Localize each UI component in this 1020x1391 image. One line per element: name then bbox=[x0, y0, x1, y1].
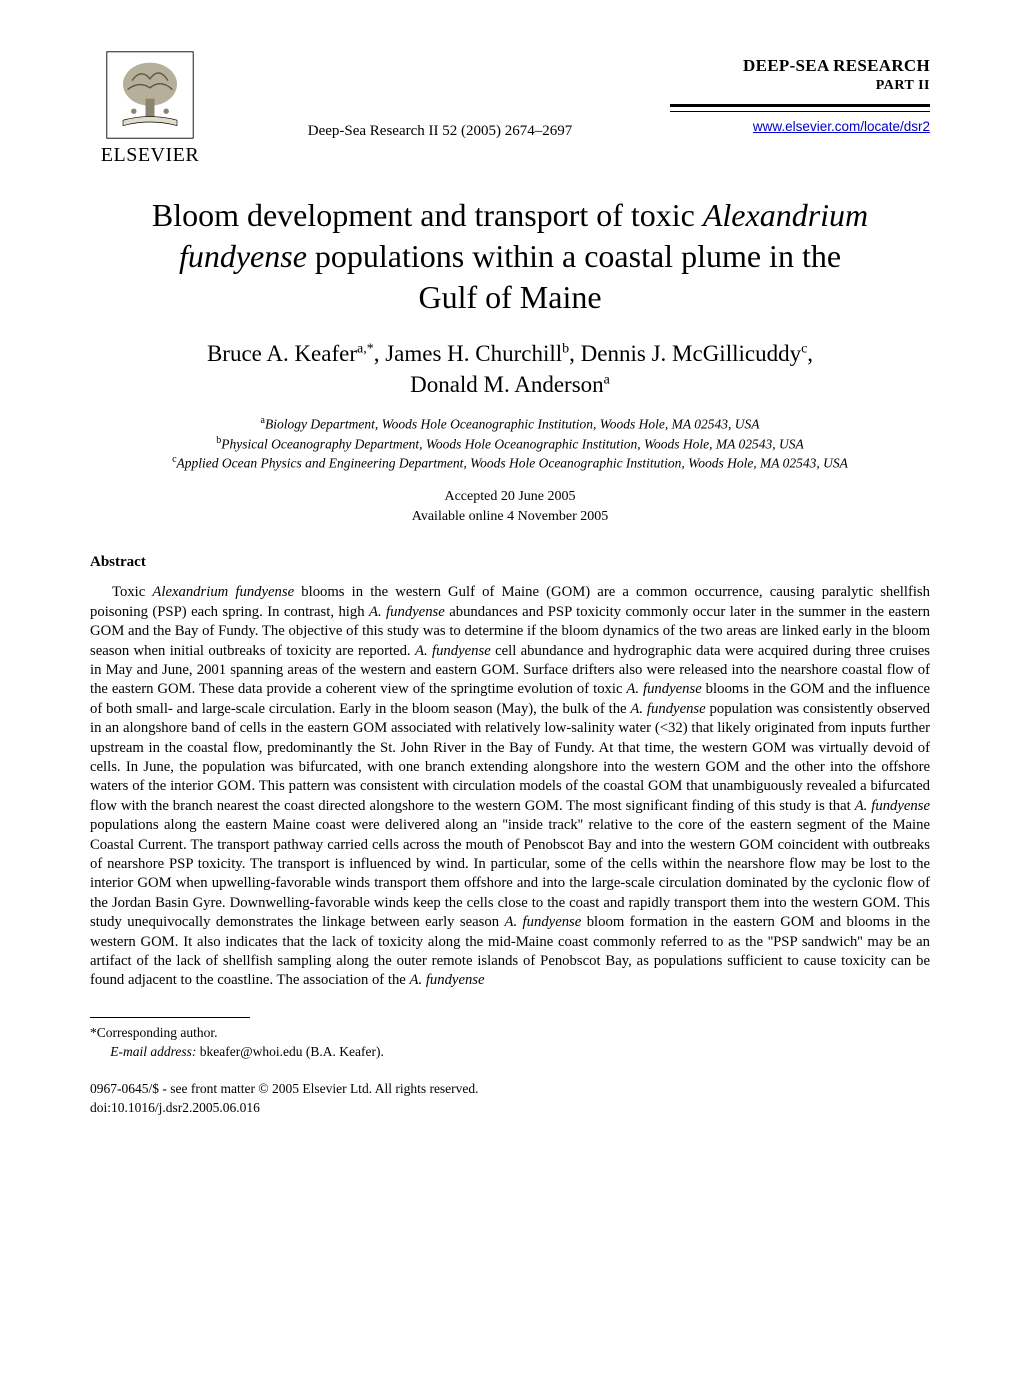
abs-i7: A. fundyense bbox=[505, 914, 582, 930]
author-sep: , bbox=[807, 341, 813, 366]
journal-reference: Deep-Sea Research II 52 (2005) 2674–2697 bbox=[308, 123, 573, 139]
affil-a: Biology Department, Woods Hole Oceanogra… bbox=[265, 416, 759, 431]
email-value: bkeafer@whoi.edu (B.A. Keafer). bbox=[196, 1044, 383, 1059]
abs-i1: Alexandrium fundyense bbox=[152, 584, 294, 600]
available-online-date: Available online 4 November 2005 bbox=[90, 507, 930, 527]
journal-url-link[interactable]: www.elsevier.com/locate/dsr2 bbox=[753, 119, 930, 134]
title-text-pre: Bloom development and transport of toxic bbox=[152, 197, 703, 233]
abs-t1: Toxic bbox=[112, 584, 152, 600]
email-footnote: E-mail address: bkeafer@whoi.edu (B.A. K… bbox=[90, 1043, 930, 1062]
journal-head-part: PART II bbox=[670, 78, 930, 94]
author-1-corr-star: * bbox=[367, 341, 374, 356]
corr-text: Corresponding author. bbox=[97, 1025, 218, 1040]
author-1: Bruce A. Keafer bbox=[207, 341, 357, 366]
abs-i8: A. fundyense bbox=[410, 972, 485, 988]
email-label: E-mail address: bbox=[110, 1044, 196, 1059]
article-title: Bloom development and transport of toxic… bbox=[150, 195, 870, 318]
accepted-date: Accepted 20 June 2005 bbox=[90, 487, 930, 507]
author-3: , Dennis J. McGillicuddy bbox=[569, 341, 801, 366]
title-text-post: populations within a coastal plume in th… bbox=[307, 238, 841, 315]
abs-i4: A. fundyense bbox=[626, 681, 701, 697]
author-4-affil-sup: a bbox=[604, 372, 610, 387]
elsevier-logo-icon bbox=[105, 50, 195, 140]
affil-b: Physical Oceanography Department, Woods … bbox=[221, 436, 804, 451]
publisher-name: ELSEVIER bbox=[101, 144, 199, 167]
journal-head-block: DEEP-SEA RESEARCH PART II www.elsevier.c… bbox=[670, 50, 930, 136]
author-2: , James H. Churchill bbox=[374, 341, 562, 366]
corr-star: * bbox=[90, 1025, 97, 1040]
dates-block: Accepted 20 June 2005 Available online 4… bbox=[90, 487, 930, 526]
divider-thick bbox=[670, 104, 930, 107]
abstract-heading: Abstract bbox=[90, 554, 930, 571]
footnote-rule bbox=[90, 1017, 250, 1018]
author-1-affil-sup: a, bbox=[357, 341, 367, 356]
journal-head-title: DEEP-SEA RESEARCH bbox=[670, 56, 930, 76]
author-4: Donald M. Anderson bbox=[410, 372, 604, 397]
abs-i2: A. fundyense bbox=[369, 604, 445, 620]
abs-i3: A. fundyense bbox=[415, 643, 491, 659]
page-header: ELSEVIER Deep-Sea Research II 52 (2005) … bbox=[90, 50, 930, 167]
abs-t6: population was consistently observed in … bbox=[90, 701, 930, 814]
abs-i6: A. fundyense bbox=[855, 798, 930, 814]
corresponding-author-footnote: *Corresponding author. bbox=[90, 1024, 930, 1043]
doi-line: doi:10.1016/j.dsr2.2005.06.016 bbox=[90, 1099, 930, 1118]
abs-i5: A. fundyense bbox=[630, 701, 705, 717]
divider-thin bbox=[670, 111, 930, 112]
affiliations-block: aBiology Department, Woods Hole Oceanogr… bbox=[90, 414, 930, 473]
abstract-body: Toxic Alexandrium fundyense blooms in th… bbox=[90, 583, 930, 991]
publisher-block: ELSEVIER bbox=[90, 50, 210, 167]
authors-block: Bruce A. Keafera,*, James H. Churchillb,… bbox=[90, 338, 930, 400]
copyright-line: 0967-0645/$ - see front matter © 2005 El… bbox=[90, 1080, 930, 1099]
journal-reference-block: Deep-Sea Research II 52 (2005) 2674–2697 bbox=[210, 50, 670, 140]
footer-meta: 0967-0645/$ - see front matter © 2005 El… bbox=[90, 1080, 930, 1118]
affil-c: Applied Ocean Physics and Engineering De… bbox=[177, 456, 848, 471]
